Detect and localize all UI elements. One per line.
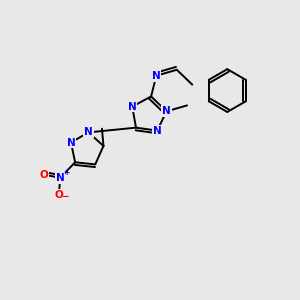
Text: N: N (128, 102, 136, 112)
Text: +: + (63, 168, 69, 177)
Text: N: N (152, 71, 161, 81)
Text: O: O (54, 190, 63, 200)
Text: N: N (56, 173, 65, 183)
Text: N: N (84, 128, 93, 137)
Text: N: N (162, 106, 171, 116)
Text: N: N (67, 137, 75, 148)
Text: −: − (61, 192, 68, 201)
Text: N: N (153, 126, 162, 136)
Text: O: O (40, 170, 48, 180)
